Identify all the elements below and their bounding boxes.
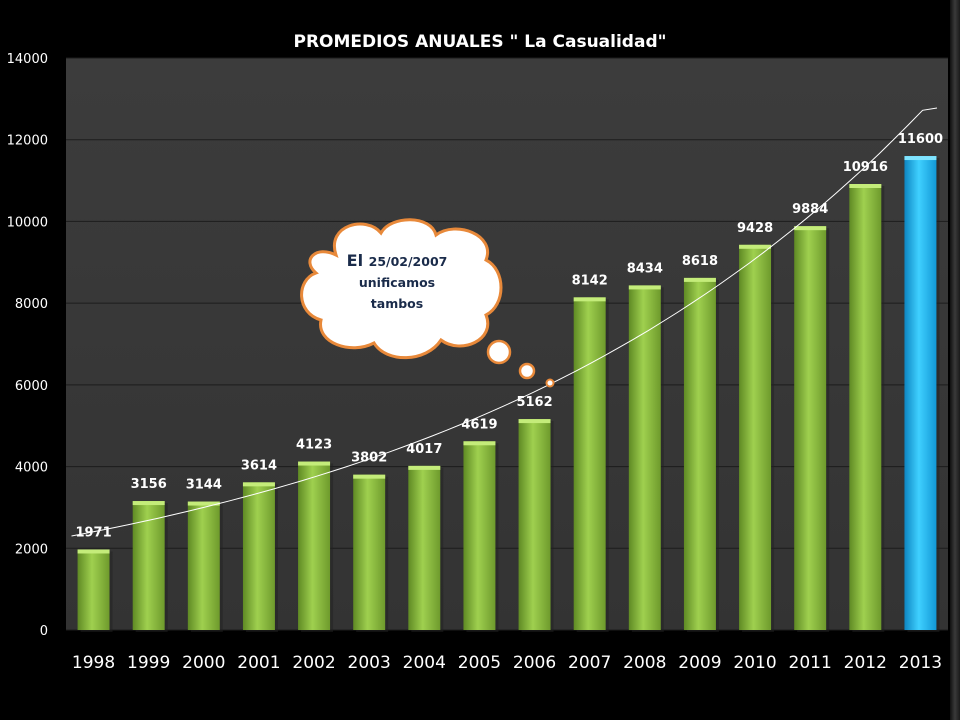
slide-edge [950, 0, 960, 720]
x-tick-label: 2013 [899, 653, 942, 673]
data-label: 11600 [898, 132, 943, 147]
y-tick-label: 8000 [15, 297, 48, 312]
bar-top [518, 419, 551, 424]
bar [298, 461, 331, 630]
bar-top [353, 474, 386, 479]
x-tick-label: 2000 [182, 653, 225, 673]
bar [463, 441, 496, 630]
y-tick-label: 2000 [15, 542, 48, 557]
bar [353, 474, 386, 630]
annotation-date: 25/02/2007 [368, 254, 448, 269]
data-label: 9884 [792, 202, 828, 217]
bar-top [628, 285, 661, 290]
x-tick-label: 1998 [72, 653, 115, 673]
annotation-prefix: El [346, 251, 369, 270]
x-tick-label: 2002 [292, 653, 335, 673]
annotation-line2: unificamos [358, 275, 436, 290]
trendline [71, 107, 938, 537]
x-tick-label: 2012 [844, 653, 887, 673]
y-tick-label: 4000 [15, 461, 48, 476]
x-tick-label: 2004 [403, 653, 446, 673]
x-tick-label: 2006 [513, 653, 556, 673]
bar [242, 482, 275, 630]
x-tick-label: 1999 [127, 653, 170, 673]
bar [628, 285, 661, 630]
data-label: 4017 [406, 442, 442, 457]
bar [739, 244, 772, 630]
bar-top [298, 461, 331, 466]
bar [77, 549, 110, 630]
bubble-dot-large [486, 339, 512, 365]
bar [187, 501, 220, 630]
data-label: 3156 [131, 477, 167, 492]
annotation-text: El 25/02/2007 unificamos tambos [322, 250, 472, 314]
x-tick-label: 2010 [733, 653, 776, 673]
y-tick-label: 0 [40, 624, 48, 639]
x-tick-label: 2011 [789, 653, 832, 673]
bar-top [408, 465, 441, 470]
bar-top [187, 501, 220, 506]
y-tick-label: 14000 [7, 52, 48, 67]
y-tick-label: 10000 [7, 215, 48, 230]
bubble-dot-medium [518, 362, 536, 380]
data-label: 8434 [627, 261, 663, 276]
data-label: 3144 [186, 478, 222, 493]
data-label: 5162 [516, 395, 552, 410]
bar-top [794, 226, 827, 231]
bar-top [904, 156, 937, 161]
bar-top [739, 244, 772, 249]
x-tick-label: 2007 [568, 653, 611, 673]
bar-top [849, 184, 882, 189]
y-tick-label: 12000 [7, 134, 48, 149]
chart-title: PROMEDIOS ANUALES " La Casualidad" [293, 32, 667, 52]
thought-bubble [300, 218, 503, 360]
bar [573, 297, 606, 630]
data-label: 8142 [572, 273, 608, 288]
bar-top [242, 482, 275, 487]
x-tick-label: 2003 [348, 653, 391, 673]
bubble-dot-small [545, 378, 555, 388]
data-label: 4619 [461, 417, 497, 432]
bar [849, 184, 882, 631]
x-tick-label: 2008 [623, 653, 666, 673]
bar [904, 156, 937, 631]
data-label: 3614 [241, 458, 277, 473]
y-tick-label: 6000 [15, 379, 48, 394]
bar-top [573, 297, 606, 302]
data-label: 10916 [843, 160, 888, 175]
bar-top [132, 501, 165, 506]
bar-top [77, 549, 110, 554]
data-label: 4123 [296, 438, 332, 453]
data-label: 1971 [75, 525, 111, 540]
bar-top [683, 277, 716, 282]
x-tick-label: 2001 [237, 653, 280, 673]
bar [408, 465, 441, 630]
bar-top [463, 441, 496, 446]
bar [518, 419, 551, 630]
data-label: 8618 [682, 254, 718, 269]
bar [683, 277, 716, 630]
annotation-line3: tambos [370, 296, 424, 311]
bar [794, 226, 827, 630]
data-label: 9428 [737, 221, 773, 236]
x-tick-label: 2009 [678, 653, 721, 673]
x-tick-label: 2005 [458, 653, 501, 673]
